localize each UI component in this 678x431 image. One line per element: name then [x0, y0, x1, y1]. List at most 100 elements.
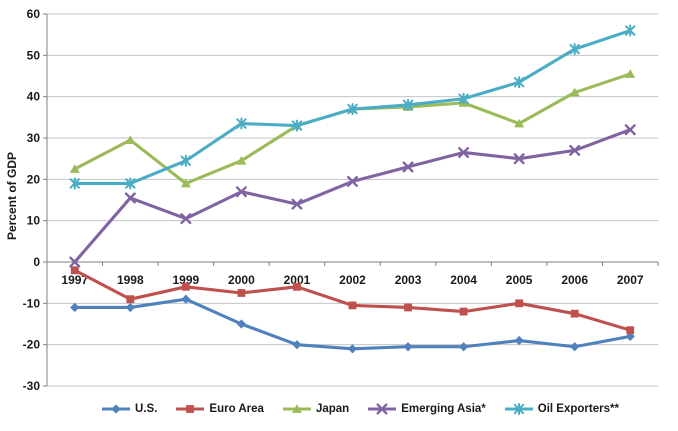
square-marker [126, 295, 135, 304]
asterisk-marker [402, 98, 414, 111]
x-tick-label: 2005 [506, 273, 533, 287]
x-marker [376, 403, 388, 415]
diamond-marker [125, 302, 135, 313]
x-tick-label: 2007 [617, 273, 644, 287]
legend-item-emerging-asia: Emerging Asia* [367, 403, 486, 415]
diamond-marker [570, 342, 580, 352]
square-marker [237, 289, 246, 297]
x-marker [624, 124, 636, 136]
x-tick-label: 2003 [395, 273, 422, 287]
asterisk-marker [569, 43, 580, 56]
triangle-marker [69, 164, 80, 173]
triangle-marker [569, 87, 580, 97]
series-emerging-asia [69, 124, 636, 268]
x-marker [180, 213, 192, 225]
axes: 60 50 40 30 20 10 0 -10 -20 -30 1997 1998 1999 2000 20… [23, 7, 659, 393]
asterisk-marker [458, 92, 469, 105]
x-tick-label: 1997 [61, 273, 88, 287]
legend-swatch [504, 403, 533, 415]
line-chart-plot: 60 50 40 30 20 10 0 -10 -20 -30 1997 1998 1999 2000 20… [23, 7, 659, 393]
triangle-marker [180, 178, 191, 188]
square-marker [70, 266, 79, 275]
y-axis-title: Percent of GDP [5, 151, 19, 241]
legend-label: Euro Area [209, 403, 264, 415]
legend-item-japan: Japan [282, 403, 349, 415]
y-tick-label: 50 [27, 48, 41, 62]
asterisk-marker [236, 117, 247, 130]
asterisk-marker [513, 76, 525, 89]
asterisk-marker [513, 403, 524, 415]
diamond-marker [70, 302, 80, 313]
legend-item-oil-exporters: Oil Exporters** [504, 403, 619, 415]
asterisk-marker [180, 154, 192, 167]
x-marker [69, 256, 81, 268]
x-marker [124, 192, 136, 204]
y-tick-label: -30 [23, 379, 41, 393]
y-tick-label: 10 [27, 214, 41, 228]
triangle-marker [236, 155, 247, 165]
diamond-marker [181, 294, 191, 304]
triangle-marker [625, 69, 636, 78]
series-u-s [70, 294, 635, 354]
x-marker [569, 144, 581, 156]
legend-swatch [282, 404, 311, 413]
square-marker [348, 301, 357, 310]
square-marker [404, 303, 412, 312]
series-oil-exporters [69, 24, 636, 190]
asterisk-marker [291, 119, 303, 132]
square-marker [459, 307, 468, 316]
asterisk-marker [69, 177, 80, 190]
triangle-marker [514, 118, 525, 128]
y-tick-label: 20 [27, 172, 41, 186]
diamond-marker [514, 335, 524, 346]
chart-legend: U.S. Euro Area Japan Emerging Asia* Oil Expo… [90, 403, 630, 415]
series-euro-area [70, 266, 635, 335]
series-line [73, 72, 632, 186]
diamond-marker [292, 340, 302, 350]
square-marker [186, 405, 195, 413]
legend-label: Oil Exporters** [537, 403, 619, 415]
diamond-marker [625, 331, 635, 341]
x-tick-label: 2002 [339, 273, 366, 287]
series-line [73, 128, 632, 264]
x-marker [458, 146, 470, 158]
x-tick-label: 1998 [117, 273, 144, 287]
diamond-marker [458, 342, 469, 352]
y-tick-label: 30 [27, 131, 41, 145]
triangle-marker [125, 135, 136, 144]
y-tick-label: -20 [23, 338, 41, 352]
y-tick-label: -10 [23, 296, 41, 310]
x-tick-label: 2001 [284, 273, 311, 287]
x-tick-label: 2006 [561, 273, 588, 287]
legend-label: Emerging Asia* [401, 403, 486, 415]
legend-swatch [368, 403, 397, 415]
asterisk-marker [125, 177, 136, 190]
diamond-marker [111, 404, 121, 414]
x-tick-label: 2004 [450, 273, 477, 287]
diamond-marker [347, 344, 358, 354]
square-marker [626, 326, 635, 335]
y-tick-label: 0 [33, 255, 40, 269]
legend-swatch [176, 405, 205, 413]
x-tick-label: 1999 [173, 273, 200, 287]
x-tick-label: 2000 [228, 273, 255, 287]
legend-label: U.S. [135, 403, 158, 415]
legend-item-euro-area: Euro Area [175, 403, 264, 415]
x-marker [291, 198, 303, 210]
legend-label: Japan [315, 403, 350, 415]
series-japan [69, 69, 636, 188]
square-marker [570, 309, 579, 318]
x-marker [513, 153, 525, 165]
x-marker [347, 175, 358, 187]
square-marker [515, 299, 524, 308]
asterisk-marker [347, 103, 358, 116]
legend-item-u-s: U.S. [101, 403, 157, 415]
x-marker [235, 186, 247, 198]
asterisk-marker [625, 24, 636, 37]
x-marker [402, 161, 414, 173]
triangle-marker [291, 404, 302, 413]
diamond-marker [236, 319, 247, 329]
y-tick-label: 40 [27, 90, 41, 104]
square-marker [181, 282, 190, 291]
